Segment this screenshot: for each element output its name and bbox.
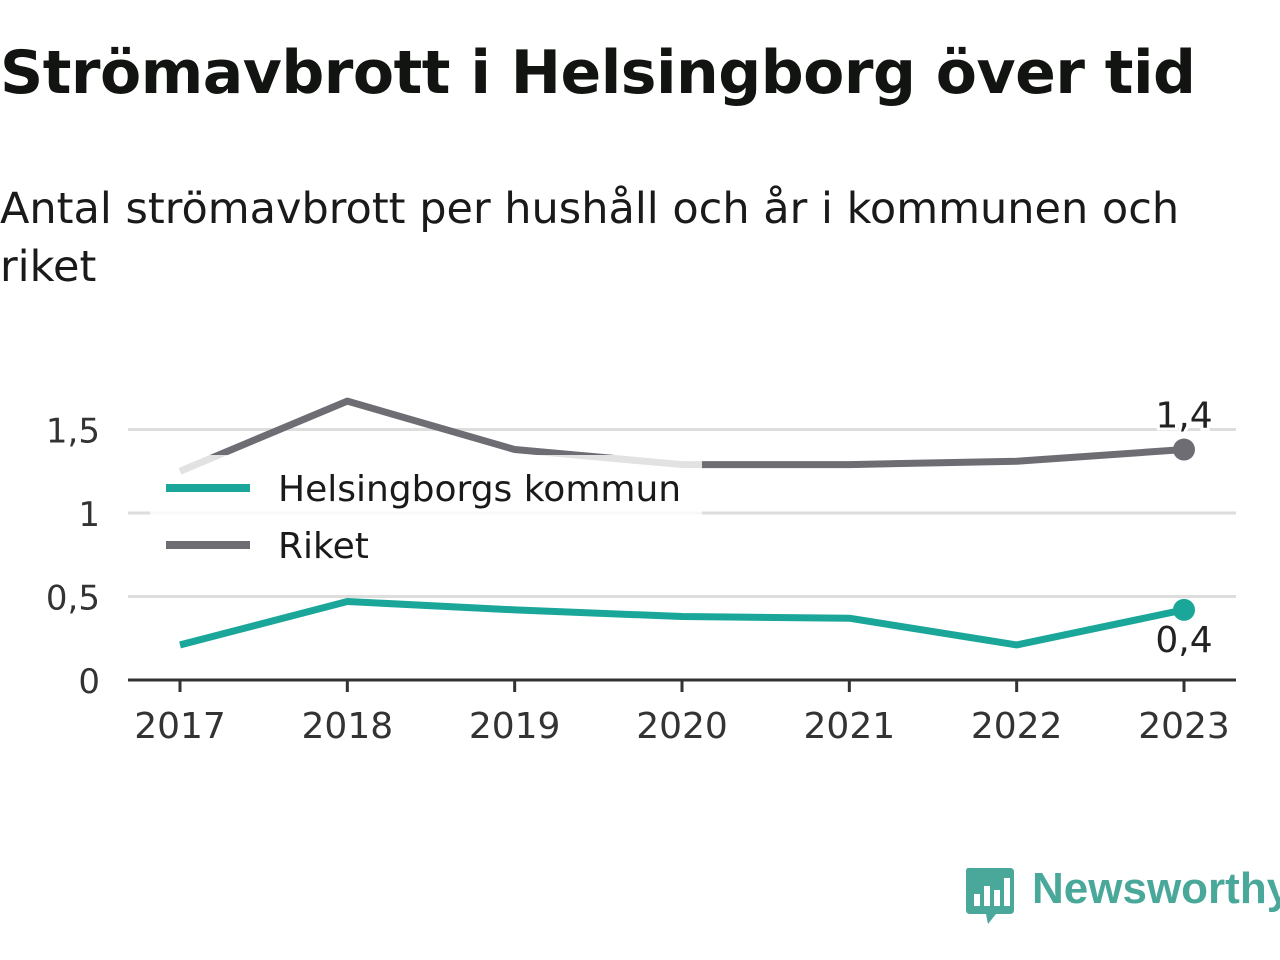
x-tick-label: 2022 (971, 706, 1063, 747)
newsworthy-brand: Newsworthy (962, 864, 1280, 928)
x-tick-label: 2017 (134, 706, 226, 747)
chart-title: Strömavbrott i Helsingborg över tid (0, 38, 1196, 108)
end-label-helsingborgs-kommun: 0,4 (1155, 620, 1212, 661)
y-tick-label: 1 (78, 495, 100, 535)
x-tick-label: 2020 (636, 706, 728, 747)
newsworthy-wordmark: Newsworthy (1032, 864, 1280, 913)
y-tick-label: 0,5 (46, 579, 100, 619)
x-tick-label: 2019 (469, 706, 561, 747)
y-tick-label: 1,5 (46, 412, 100, 452)
y-tick-label: 0 (78, 662, 100, 702)
chart-subtitle: Antal strömavbrott per hushåll och år i … (0, 184, 1180, 292)
end-point-helsingborgs-kommun (1173, 598, 1195, 621)
series-line-helsingborgs-kommun (179, 598, 1185, 649)
end-point-riket (1173, 438, 1195, 461)
series-lines (178, 397, 1195, 649)
legend-label: Riket (278, 526, 369, 567)
legend: Helsingborgs kommun Riket (150, 455, 702, 567)
legend-label: Helsingborgs kommun (278, 469, 681, 510)
end-labels: 1,4 0,4 (1152, 393, 1215, 664)
x-axis (128, 678, 1236, 692)
newsworthy-logo-icon (966, 868, 1014, 924)
x-tick-label: 2018 (302, 706, 394, 747)
end-label-riket: 1,4 (1155, 396, 1212, 437)
x-tick-label: 2021 (804, 706, 896, 747)
y-tick-labels: 0 0,5 1 1,5 (46, 412, 100, 703)
x-tick-label: 2023 (1138, 706, 1230, 747)
x-tick-labels: 2017 2018 2019 2020 2021 2022 2023 (134, 706, 1230, 747)
